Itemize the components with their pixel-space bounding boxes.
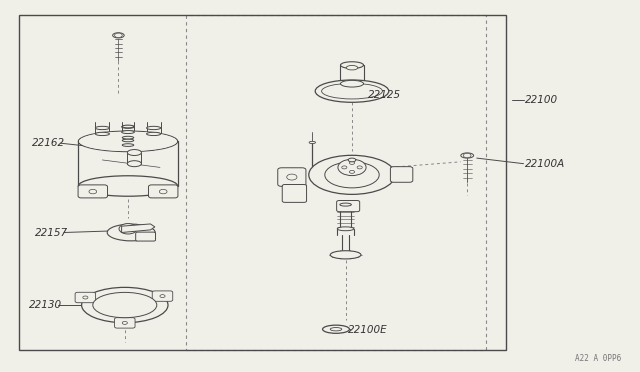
Text: 22100A: 22100A xyxy=(525,159,565,169)
Ellipse shape xyxy=(93,292,157,318)
Ellipse shape xyxy=(340,62,364,68)
Ellipse shape xyxy=(330,327,342,331)
Ellipse shape xyxy=(113,33,124,38)
FancyBboxPatch shape xyxy=(337,201,360,212)
FancyBboxPatch shape xyxy=(278,168,306,186)
Ellipse shape xyxy=(461,153,474,158)
Ellipse shape xyxy=(95,132,109,135)
Ellipse shape xyxy=(309,155,396,194)
Ellipse shape xyxy=(79,131,177,151)
Ellipse shape xyxy=(330,251,361,259)
Ellipse shape xyxy=(337,227,354,231)
Circle shape xyxy=(124,227,132,231)
Ellipse shape xyxy=(127,150,141,155)
Circle shape xyxy=(122,321,127,324)
Ellipse shape xyxy=(322,83,383,99)
Circle shape xyxy=(287,174,297,180)
Ellipse shape xyxy=(82,287,168,323)
Text: A22 A 0PP6: A22 A 0PP6 xyxy=(575,354,621,363)
Ellipse shape xyxy=(79,176,178,196)
Ellipse shape xyxy=(122,144,134,147)
Ellipse shape xyxy=(315,80,389,102)
Ellipse shape xyxy=(147,126,161,129)
Ellipse shape xyxy=(340,203,351,206)
Text: 22125: 22125 xyxy=(368,90,401,100)
Circle shape xyxy=(463,153,471,158)
Ellipse shape xyxy=(79,131,178,152)
Circle shape xyxy=(338,159,366,176)
FancyBboxPatch shape xyxy=(75,292,95,303)
Ellipse shape xyxy=(122,131,134,134)
FancyBboxPatch shape xyxy=(78,185,108,198)
Circle shape xyxy=(357,166,362,169)
Circle shape xyxy=(159,189,167,194)
Ellipse shape xyxy=(95,126,109,129)
Ellipse shape xyxy=(122,125,134,128)
Ellipse shape xyxy=(122,125,134,128)
FancyBboxPatch shape xyxy=(115,318,135,328)
Circle shape xyxy=(89,189,97,194)
Ellipse shape xyxy=(340,80,364,87)
Text: 22100: 22100 xyxy=(525,96,558,105)
Ellipse shape xyxy=(348,158,356,162)
Ellipse shape xyxy=(323,325,349,333)
Circle shape xyxy=(349,161,355,164)
Circle shape xyxy=(119,224,137,234)
Text: 22130: 22130 xyxy=(29,300,62,310)
Ellipse shape xyxy=(122,139,134,142)
FancyBboxPatch shape xyxy=(152,291,173,301)
FancyBboxPatch shape xyxy=(148,185,178,198)
Ellipse shape xyxy=(127,161,141,167)
Ellipse shape xyxy=(108,224,156,241)
FancyBboxPatch shape xyxy=(136,232,156,241)
Bar xyxy=(19,15,506,350)
Text: 22162: 22162 xyxy=(32,138,65,148)
Ellipse shape xyxy=(346,65,358,70)
Circle shape xyxy=(115,33,122,38)
Text: 22157: 22157 xyxy=(35,228,68,237)
Circle shape xyxy=(160,295,165,298)
Circle shape xyxy=(83,296,88,299)
Circle shape xyxy=(342,166,347,169)
FancyBboxPatch shape xyxy=(390,167,413,182)
Ellipse shape xyxy=(325,162,379,188)
Ellipse shape xyxy=(309,141,316,144)
Text: 22100E: 22100E xyxy=(348,326,387,335)
Polygon shape xyxy=(122,224,155,232)
Circle shape xyxy=(349,170,355,173)
Ellipse shape xyxy=(122,136,134,139)
Ellipse shape xyxy=(147,132,161,135)
FancyBboxPatch shape xyxy=(282,185,307,202)
